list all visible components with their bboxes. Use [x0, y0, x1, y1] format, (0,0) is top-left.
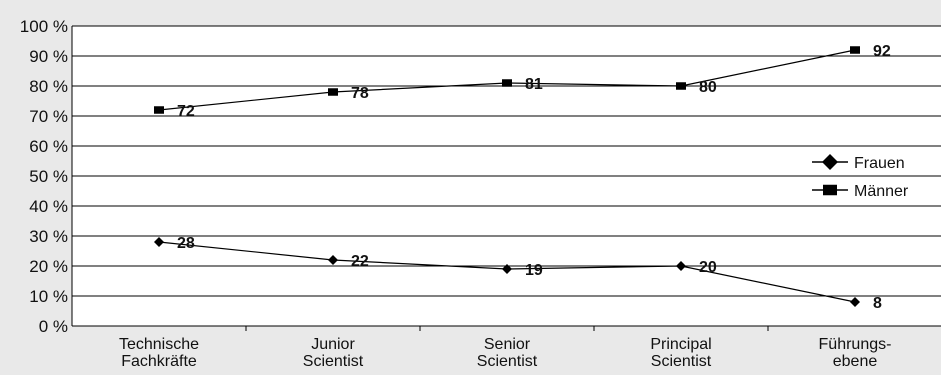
- x-tick-label: Principal Scientist: [650, 336, 711, 370]
- y-tick-label: 40 %: [29, 197, 68, 216]
- data-label: 28: [177, 235, 195, 252]
- legend-marker: [823, 184, 837, 196]
- y-tick-label: 30 %: [29, 227, 68, 246]
- legend-label: Frauen: [854, 155, 905, 172]
- data-label: 81: [525, 76, 543, 93]
- data-point: [502, 79, 512, 87]
- series: [154, 46, 860, 307]
- data-labels: 28 22 19 20 8 72 78 81 80 92: [177, 43, 891, 312]
- data-label: 78: [351, 85, 369, 102]
- legend: Frauen Männer: [812, 154, 909, 200]
- data-label: 80: [699, 79, 717, 96]
- y-tick-label: 60 %: [29, 137, 68, 156]
- data-label: 22: [351, 253, 369, 270]
- x-tick-label: Junior Scientist: [303, 336, 364, 370]
- x-tick-label: Führungs-ebene: [819, 336, 892, 370]
- y-tick-label: 80 %: [29, 77, 68, 96]
- y-tick-label: 90 %: [29, 47, 68, 66]
- y-tick-label: 50 %: [29, 167, 68, 186]
- data-label: 20: [699, 259, 717, 276]
- data-point: [850, 297, 860, 307]
- x-tick-label: Senior Scientist: [477, 336, 538, 370]
- data-point: [328, 255, 338, 265]
- data-point: [676, 261, 686, 271]
- legend-marker: [822, 154, 838, 170]
- data-point: [850, 46, 860, 54]
- axes: 0 % 10 % 20 % 30 % 40 % 50 % 60 % 70 % 80 % 90 % 1…: [20, 17, 941, 370]
- data-point: [328, 88, 338, 96]
- y-tick-label: 20 %: [29, 257, 68, 276]
- data-label: 92: [873, 43, 891, 60]
- data-point: [502, 264, 512, 274]
- y-tick-label: 0 %: [39, 317, 68, 336]
- data-label: 8: [873, 295, 882, 312]
- legend-label: Männer: [854, 183, 909, 200]
- data-label: 72: [177, 103, 195, 120]
- data-label: 19: [525, 262, 543, 279]
- data-point: [154, 106, 164, 114]
- data-point: [154, 237, 164, 247]
- y-tick-label: 100 %: [20, 17, 68, 36]
- data-point: [676, 82, 686, 90]
- y-tick-label: 10 %: [29, 287, 68, 306]
- y-tick-label: 70 %: [29, 107, 68, 126]
- x-tick-label: Technische Fachkräfte: [119, 336, 199, 370]
